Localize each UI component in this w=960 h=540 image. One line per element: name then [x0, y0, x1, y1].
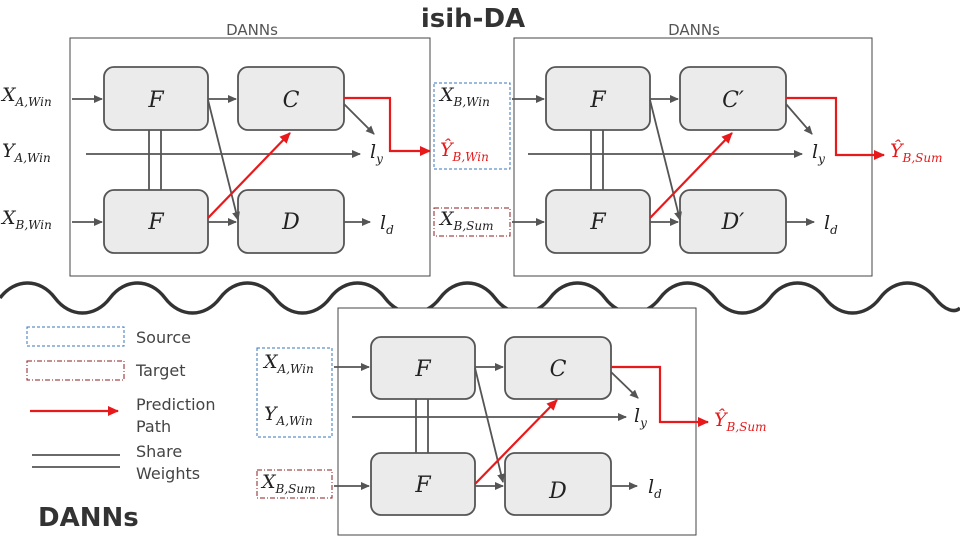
- legend-source-swatch: [27, 327, 124, 346]
- main-title: isih-DA: [421, 4, 525, 34]
- module-f-label: F: [589, 88, 606, 113]
- legend-prediction-label-2: Path: [136, 417, 171, 436]
- input-y-a-win: YA,Win: [264, 403, 313, 428]
- bottom-dann: F C F D ly ld: [334, 308, 708, 535]
- module-f-label: F: [147, 210, 164, 235]
- module-d-prime-label: D′: [721, 210, 745, 235]
- legend: Source Target Prediction Path Share Weig…: [27, 327, 215, 483]
- legend-target-swatch: [27, 361, 124, 380]
- module-c-label: C: [550, 357, 567, 382]
- module-c-prime-label: C′: [722, 88, 744, 113]
- legend-target-label: Target: [135, 361, 186, 380]
- input-x-b-win: XB,Win: [0, 207, 52, 232]
- legend-share-label-1: Share: [136, 442, 182, 461]
- output-yhat-b-sum: ŶB,Sum: [714, 408, 767, 434]
- input-x-b-sum: XB,Sum: [260, 471, 316, 496]
- input-x-a-win: XA,Win: [0, 84, 52, 109]
- legend-source-label: Source: [136, 328, 191, 347]
- bottom-title: DANNs: [38, 503, 139, 533]
- input-x-a-win: XA,Win: [262, 351, 314, 376]
- frame-label-right: DANNs: [668, 21, 720, 39]
- legend-share-label-2: Weights: [136, 464, 200, 483]
- legend-prediction-label-1: Prediction: [136, 395, 215, 414]
- mid-yhat-b-win: ŶB,Win: [440, 138, 489, 164]
- module-f-label: F: [147, 88, 164, 113]
- module-d-label: D: [548, 479, 567, 504]
- top-left-dann: DANNs F C F D ly ld: [70, 21, 430, 276]
- module-f-label: F: [414, 473, 431, 498]
- module-f-label: F: [589, 210, 606, 235]
- module-d-label: D: [281, 210, 300, 235]
- module-c-label: C: [283, 88, 300, 113]
- mid-x-b-sum: XB,Sum: [438, 208, 494, 233]
- module-f-label: F: [414, 357, 431, 382]
- input-y-a-win: YA,Win: [2, 140, 51, 165]
- output-yhat-b-sum: ŶB,Sum: [890, 139, 943, 165]
- mid-x-b-win: XB,Win: [438, 84, 490, 109]
- top-right-dann: DANNs F C′ F D′ ly ld: [512, 21, 884, 276]
- frame-label-left: DANNs: [226, 21, 278, 39]
